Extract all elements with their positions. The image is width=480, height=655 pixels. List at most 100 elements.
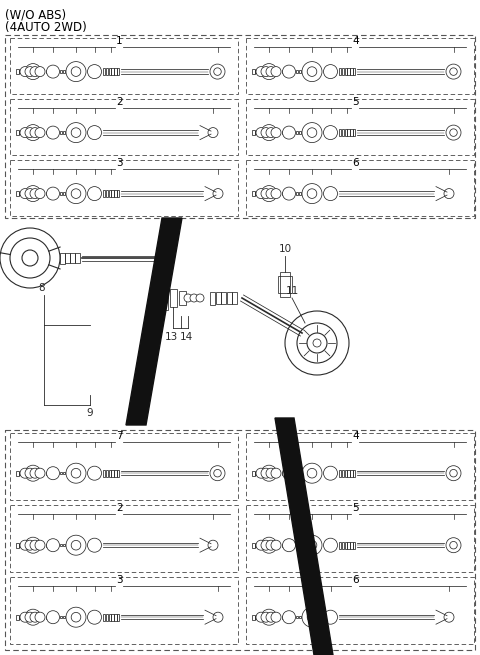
Circle shape <box>20 468 30 478</box>
Bar <box>255 544 257 547</box>
Circle shape <box>214 470 221 477</box>
Circle shape <box>271 128 281 138</box>
Bar <box>114 68 117 75</box>
Circle shape <box>256 612 266 622</box>
Bar <box>19 616 21 619</box>
Bar <box>252 543 255 548</box>
Circle shape <box>261 468 271 478</box>
Circle shape <box>261 189 271 198</box>
Circle shape <box>0 228 60 288</box>
Text: (4AUTO 2WD): (4AUTO 2WD) <box>5 21 87 34</box>
Bar <box>353 129 355 136</box>
Circle shape <box>190 294 198 302</box>
Bar <box>339 542 341 549</box>
Bar <box>111 470 114 477</box>
Circle shape <box>283 538 296 552</box>
Circle shape <box>271 189 281 198</box>
Bar <box>299 544 300 546</box>
Bar <box>350 542 352 549</box>
Bar <box>345 542 347 549</box>
Bar <box>19 544 21 547</box>
Circle shape <box>30 468 40 478</box>
Bar <box>70 253 74 263</box>
Circle shape <box>261 540 271 550</box>
Circle shape <box>10 238 50 278</box>
Circle shape <box>35 612 45 622</box>
Bar <box>299 70 300 73</box>
Bar <box>63 544 64 546</box>
Bar <box>117 614 120 621</box>
Bar <box>246 577 474 644</box>
Bar <box>282 616 284 619</box>
Circle shape <box>302 62 322 82</box>
Circle shape <box>208 540 218 550</box>
Circle shape <box>324 466 337 480</box>
Bar <box>348 470 350 477</box>
Bar <box>160 286 168 310</box>
Polygon shape <box>275 418 333 655</box>
Bar <box>252 614 255 620</box>
Circle shape <box>20 67 30 77</box>
Text: 3: 3 <box>116 575 123 585</box>
Bar <box>103 190 105 197</box>
Circle shape <box>256 128 266 138</box>
Bar <box>16 471 19 476</box>
Circle shape <box>25 67 35 77</box>
Text: 5: 5 <box>352 97 359 107</box>
Circle shape <box>324 610 337 624</box>
Circle shape <box>87 610 101 624</box>
Circle shape <box>66 183 86 204</box>
Circle shape <box>66 463 86 483</box>
Circle shape <box>307 468 317 478</box>
Bar <box>108 614 111 621</box>
Circle shape <box>25 64 41 80</box>
Bar <box>19 70 21 73</box>
Bar <box>108 190 111 197</box>
Circle shape <box>47 610 60 624</box>
Bar <box>106 68 108 75</box>
Bar <box>299 132 300 134</box>
Bar <box>16 130 19 135</box>
Circle shape <box>307 128 317 138</box>
Circle shape <box>71 468 81 478</box>
Text: 11: 11 <box>286 286 299 296</box>
Circle shape <box>261 612 271 622</box>
Bar <box>296 544 298 546</box>
Circle shape <box>256 468 266 478</box>
Circle shape <box>87 538 101 552</box>
Bar <box>103 614 105 621</box>
Circle shape <box>20 612 30 622</box>
Circle shape <box>324 126 337 140</box>
Text: 13: 13 <box>164 332 178 342</box>
Circle shape <box>87 187 101 200</box>
Bar <box>296 193 298 195</box>
Bar <box>16 191 19 196</box>
Bar <box>342 542 344 549</box>
Circle shape <box>71 540 81 550</box>
Bar <box>19 131 21 134</box>
Bar <box>10 577 238 644</box>
Bar <box>10 38 238 94</box>
Circle shape <box>30 67 40 77</box>
Bar <box>342 129 344 136</box>
Bar <box>348 542 350 549</box>
Bar <box>75 253 80 263</box>
Circle shape <box>261 537 277 553</box>
Bar <box>5 430 475 650</box>
Bar <box>106 470 108 477</box>
Bar <box>282 544 284 547</box>
Bar <box>353 68 355 75</box>
Bar <box>16 543 19 548</box>
Circle shape <box>210 466 225 481</box>
Bar <box>106 614 108 621</box>
Bar <box>221 292 226 304</box>
Circle shape <box>307 612 317 622</box>
Bar <box>345 129 347 136</box>
Circle shape <box>71 189 81 198</box>
Bar <box>103 68 105 75</box>
Bar <box>216 291 220 305</box>
Circle shape <box>271 468 281 478</box>
Bar <box>210 291 215 305</box>
Circle shape <box>30 540 40 550</box>
Bar <box>353 542 355 549</box>
